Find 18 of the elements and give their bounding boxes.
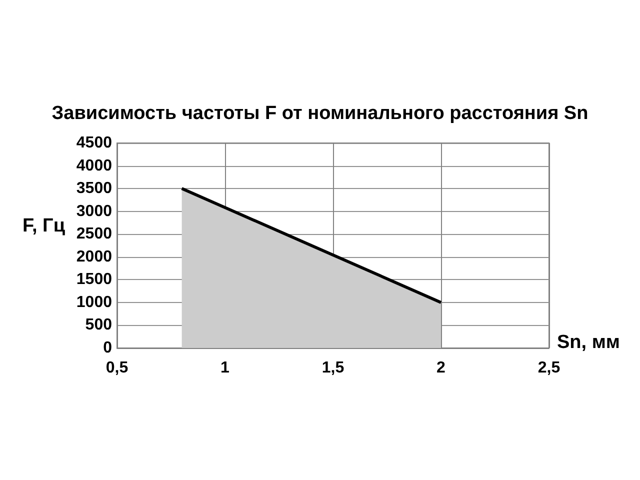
y-tick-label: 1500 [76,271,112,288]
y-axis-title: F, Гц [22,216,66,236]
chart-title: Зависимость частоты F от номинального расстояния Sn [52,103,588,124]
y-tick-label: 0 [103,340,112,356]
y-tick-label: 1000 [76,294,112,311]
y-tick-label: 2500 [76,226,112,243]
y-tick-label: 4500 [76,134,112,152]
y-tick-label: 4000 [76,157,112,174]
x-axis-title: Sn, мм [557,332,620,353]
y-tick-label: 2000 [76,248,112,266]
y-tick-label: 500 [85,316,112,334]
y-tick-label: 3000 [76,202,112,220]
y-tick-label: 3500 [76,180,112,198]
x-tick-label: 0,5 [106,360,128,376]
x-tick-label: 2 [436,360,446,376]
x-tick-label: 1 [220,360,230,376]
x-tick-label: 1,5 [322,360,344,376]
x-tick-label: 2,5 [538,360,560,376]
